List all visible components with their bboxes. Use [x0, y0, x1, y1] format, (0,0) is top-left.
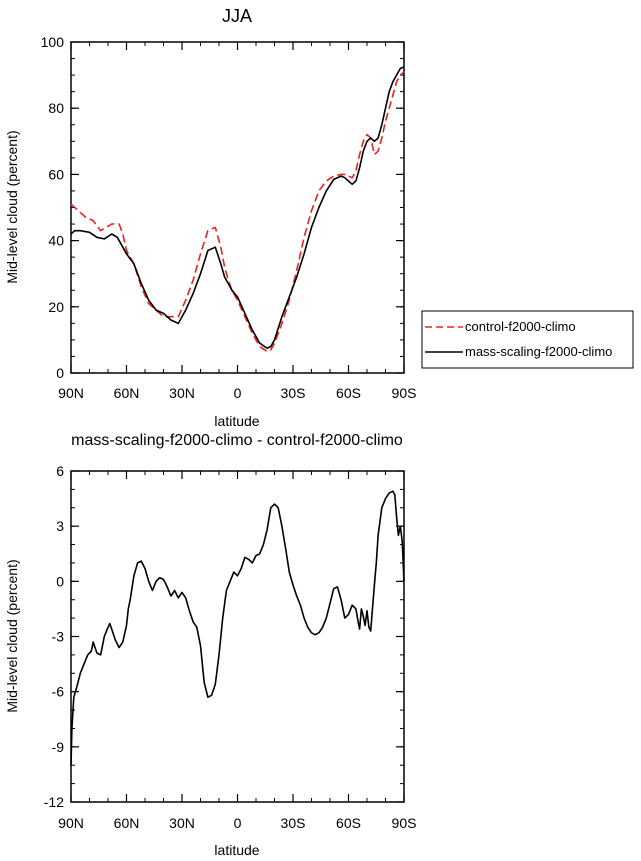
- bottom-y-tick-label: -6: [52, 684, 65, 700]
- bottom-x-tick-label: 60S: [336, 815, 361, 831]
- top-x-axis-label: latitude: [214, 413, 259, 429]
- bottom-y-axis-label: Mid-level cloud (percent): [4, 559, 20, 712]
- top-series-line-1: [70, 66, 405, 350]
- top-x-tick-label: 90N: [58, 385, 84, 401]
- top-x-tick-label: 60N: [114, 385, 140, 401]
- top-chart-title: JJA: [222, 6, 252, 26]
- bottom-y-tick-label: -3: [52, 629, 65, 645]
- legend-label-control: control-f2000-climo: [465, 319, 576, 334]
- bottom-series-line-0: [70, 490, 405, 766]
- top-x-tick-label: 0: [234, 385, 242, 401]
- top-y-tick-label: 60: [48, 166, 64, 182]
- bottom-y-tick-label: -12: [44, 794, 64, 810]
- top-y-tick-label: 20: [48, 299, 64, 315]
- legend-box: [421, 310, 634, 369]
- top-y-tick-label: 40: [48, 233, 64, 249]
- top-axis-ticks: 0 20 40 60 80 100 90N 60N 30N 0 30S 60S 90S: [41, 34, 417, 401]
- top-y-tick-label: 80: [48, 100, 64, 116]
- bottom-y-tick-label: 3: [56, 518, 64, 534]
- bottom-axis-ticks: -12 -9 -6 -3 0 3 6 90N 60N 30N 0 30S 60S 90S: [44, 463, 417, 831]
- top-x-tick-label: 30N: [169, 385, 195, 401]
- bottom-x-tick-label: 90N: [58, 815, 84, 831]
- top-y-tick-label: 100: [41, 34, 65, 50]
- top-x-tick-label: 90S: [392, 385, 417, 401]
- legend: control-f2000-climo mass-scaling-f2000-c…: [421, 310, 634, 369]
- top-x-tick-label: 30S: [281, 385, 306, 401]
- top-series-line-0: [70, 71, 405, 353]
- bottom-series-lines: [70, 490, 405, 766]
- top-plot-area: [70, 41, 405, 374]
- bottom-panel: mass-scaling-f2000-climo - control-f2000…: [4, 432, 416, 858]
- bottom-x-tick-label: 30N: [169, 815, 195, 831]
- bottom-x-tick-label: 90S: [392, 815, 417, 831]
- top-y-tick-label: 0: [56, 365, 64, 381]
- top-plot-frame: [70, 41, 405, 374]
- bottom-plot-frame: [70, 470, 405, 803]
- bottom-x-tick-label: 30S: [281, 815, 306, 831]
- bottom-x-axis-label: latitude: [214, 842, 259, 858]
- bottom-plot-area: [70, 470, 405, 803]
- bottom-chart-title: mass-scaling-f2000-climo - control-f2000…: [71, 432, 403, 449]
- top-series-lines: [70, 66, 405, 353]
- bottom-x-tick-label: 60N: [114, 815, 140, 831]
- top-panel: JJA 0 20 40 60 80 100 90N 60N 30N 0 30S 60S 90S lati…: [4, 6, 416, 429]
- bottom-y-tick-label: -9: [52, 739, 65, 755]
- bottom-y-tick-label: 6: [56, 463, 64, 479]
- bottom-x-tick-label: 0: [234, 815, 242, 831]
- legend-label-mass-scaling: mass-scaling-f2000-climo: [465, 344, 612, 359]
- bottom-y-tick-label: 0: [56, 573, 64, 589]
- top-y-axis-label: Mid-level cloud (percent): [4, 130, 20, 283]
- top-x-tick-label: 60S: [336, 385, 361, 401]
